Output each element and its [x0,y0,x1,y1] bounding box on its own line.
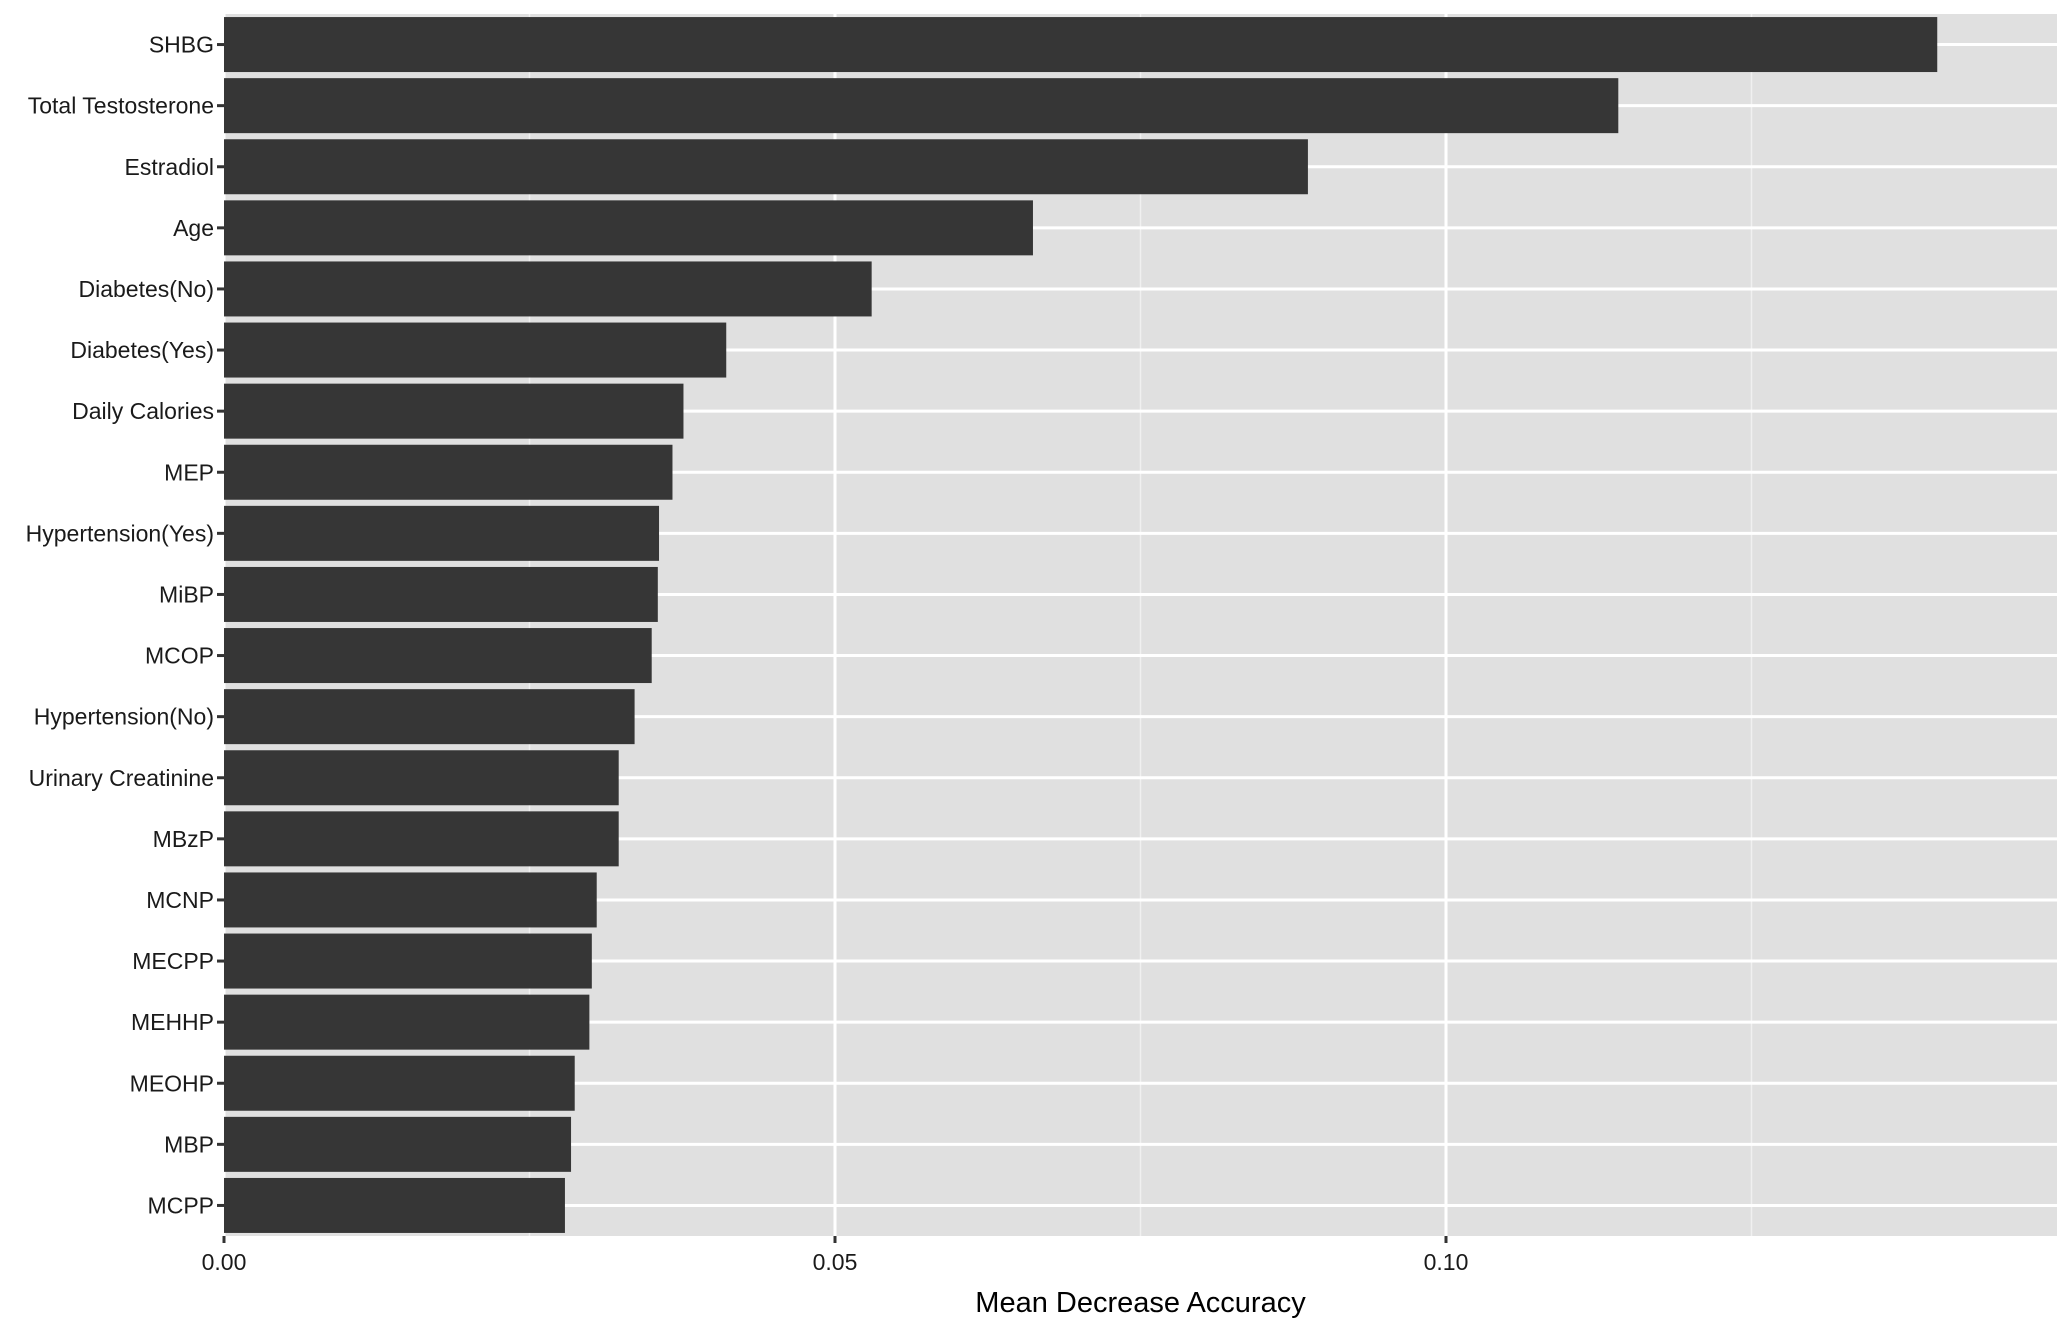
bar [224,444,673,500]
bar [224,1055,575,1111]
bar [224,17,1938,73]
bar [224,78,1619,134]
bar [224,811,619,867]
bar [224,1177,565,1233]
bar [224,750,619,806]
bar [224,994,590,1050]
bar [224,689,635,745]
y-tick-label: Urinary Creatinine [29,765,214,791]
bar [224,200,1033,256]
y-tick-label: MEP [164,459,214,485]
bar [224,322,727,378]
x-tick-label: 0.05 [813,1249,858,1275]
y-tick-label: MEOHP [130,1070,214,1096]
y-tick-label: MECPP [132,948,214,974]
y-tick-label: Daily Calories [72,398,214,424]
bar [224,139,1308,195]
bar [224,505,660,561]
y-tick-label: SHBG [149,32,214,58]
bar [224,383,684,439]
y-tick-label: Hypertension(No) [34,704,214,730]
y-tick-label: MiBP [159,581,214,607]
bar [224,1116,572,1172]
x-axis-label: Mean Decrease Accuracy [975,1287,1306,1319]
y-tick-label: Total Testosterone [28,93,214,119]
bar [224,872,597,928]
bar [224,628,652,684]
y-tick-label: MCOP [145,643,214,669]
y-tick-label: Diabetes(No) [79,276,215,302]
bar [224,933,592,989]
y-tick-label: MCNP [146,887,214,913]
y-tick-label: MBP [164,1131,214,1157]
x-tick-label: 0.00 [202,1249,247,1275]
x-tick-label: 0.10 [1424,1249,1469,1275]
bar-layer [224,17,1938,1233]
y-tick-label: Age [173,215,214,241]
y-tick-label: MCPP [148,1192,214,1218]
x-axis: 0.00 0.05 0.10 [202,1236,1469,1275]
y-axis: SHBG Total Testosterone Estradiol Age Diabet… [26,32,224,1218]
y-tick-label: Hypertension(Yes) [26,520,214,546]
y-tick-label: MBzP [153,826,214,852]
bar [224,566,658,622]
y-tick-label: Diabetes(Yes) [70,337,214,363]
y-tick-label: Estradiol [125,154,214,180]
bar [224,261,872,317]
y-tick-label: MEHHP [131,1009,214,1035]
